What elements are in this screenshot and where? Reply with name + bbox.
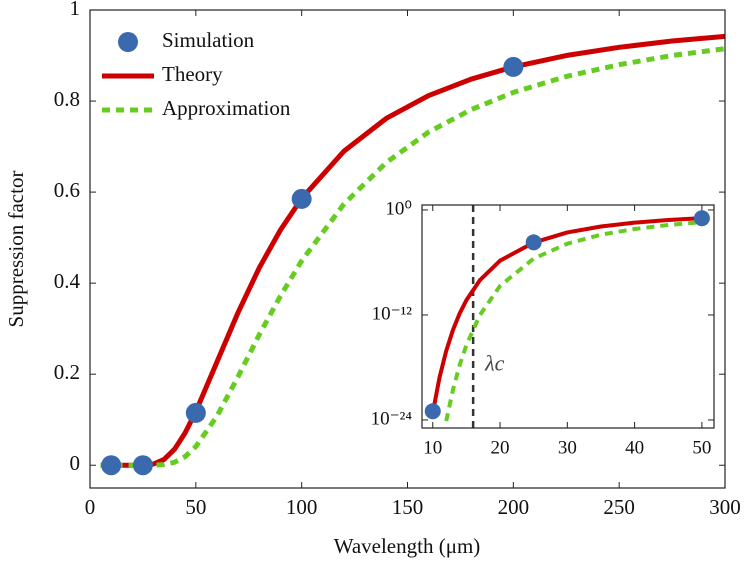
plot-frame: [89, 9, 726, 489]
plot-layer: [430, 205, 703, 428]
y-tick-label: 0.4: [54, 269, 81, 293]
data-point: [291, 188, 312, 209]
data-point: [693, 210, 710, 227]
y-tick-label: 0: [70, 451, 81, 475]
y-tick-label: 0.2: [54, 360, 80, 384]
x-tick-label: 40: [625, 437, 644, 458]
x-tick-label: 250: [603, 495, 635, 519]
y-tick-label: 10⁻¹²: [372, 303, 413, 324]
data-point: [503, 56, 524, 77]
x-tick-label: 50: [692, 437, 711, 458]
x-tick-label: 150: [392, 495, 424, 519]
y-tick-label: 0.8: [54, 87, 80, 111]
legend-label: Theory: [162, 62, 223, 86]
y-tick-label: 10⁰: [385, 198, 412, 219]
data-point: [101, 455, 122, 476]
legend-label: Approximation: [162, 96, 291, 120]
legend-label: Simulation: [162, 28, 255, 52]
data-point: [424, 403, 441, 420]
x-tick-label: 10: [423, 437, 442, 458]
y-tick-label: 0.6: [54, 178, 80, 202]
x-tick-label: 0: [85, 495, 96, 519]
x-tick-label: 100: [286, 495, 318, 519]
x-tick-label: 300: [709, 495, 741, 519]
x-tick-label: 30: [558, 437, 577, 458]
y-axis-label: Suppression factor: [4, 171, 28, 328]
plot-area: [422, 205, 714, 428]
data-point: [525, 234, 542, 251]
annotation: λc: [484, 351, 505, 376]
series-line: [444, 220, 703, 422]
y-tick-label: 1: [70, 0, 81, 20]
data-point: [132, 455, 153, 476]
y-tick-label: 10⁻²⁴: [371, 408, 413, 429]
x-tick-label: 20: [491, 437, 510, 458]
x-tick-label: 200: [498, 495, 530, 519]
x-axis-label: Wavelength (μm): [334, 534, 481, 558]
legend-marker: [118, 32, 138, 52]
plot-frame: [421, 204, 715, 429]
series-line: [430, 216, 703, 414]
x-tick-label: 50: [185, 495, 206, 519]
data-point: [185, 402, 206, 423]
